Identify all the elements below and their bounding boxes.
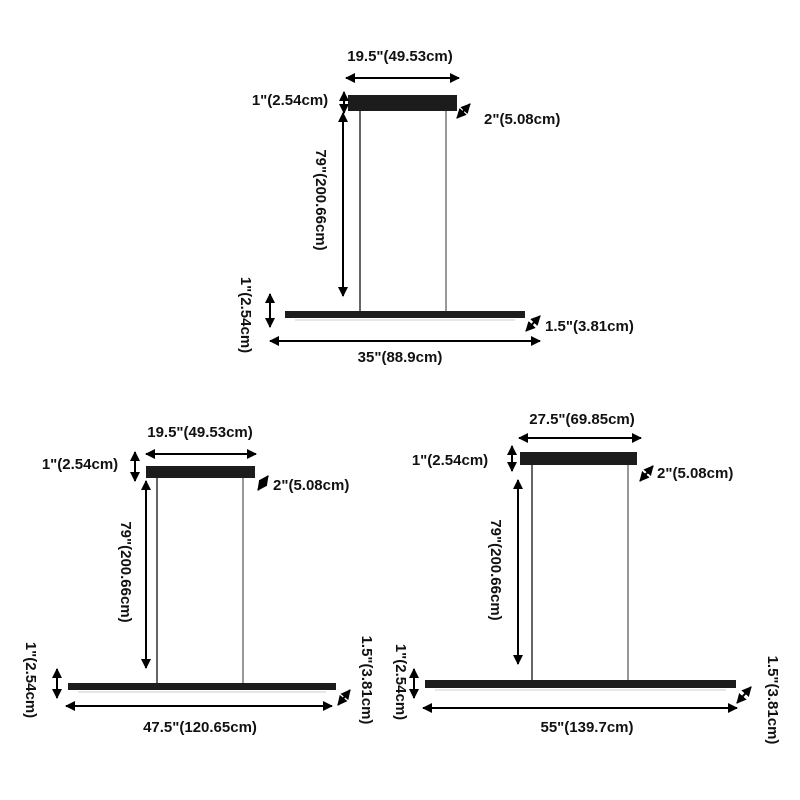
light-bar [68,683,336,690]
bar-length-label: 55"(139.7cm) [540,719,633,736]
canopy-height-label: 1"(2.54cm) [412,452,488,469]
ceiling-canopy [520,452,637,465]
canopy-width-label: 19.5"(49.53cm) [147,424,253,441]
canopy-depth-arrow [639,465,654,482]
hanging-height-label: 79"(200.66cm) [117,521,134,622]
bar-length-label: 35"(88.9cm) [358,349,443,366]
bar-height-label: 1"(2.54cm) [392,644,409,720]
canopy-depth-label: 2"(5.08cm) [657,465,733,482]
hanging-height-label: 79"(200.66cm) [487,519,504,620]
bar-depth-label: 1.5"(3.81cm) [545,318,634,335]
canopy-depth-label: 2"(5.08cm) [273,477,349,494]
bar-depth-arrow [736,686,752,704]
light-bar [285,311,525,318]
bar-depth-arrow [337,689,351,706]
bar-depth-arrow [525,315,541,332]
bar-length-label: 47.5"(120.65cm) [143,719,257,736]
ceiling-canopy [348,95,457,111]
canopy-depth-label: 2"(5.08cm) [484,111,560,128]
pendant-lamp-3: 27.5"(69.85cm) 1"(2.54cm) 2"(5.08cm) 79"(20… [392,411,781,744]
hanging-height-label: 79"(200.66cm) [312,149,329,250]
canopy-width-label: 19.5"(49.53cm) [347,48,453,65]
canopy-height-label: 1"(2.54cm) [42,456,118,473]
ceiling-canopy [146,466,255,478]
canopy-depth-arrow [257,475,269,491]
bar-depth-label: 1.5"(3.81cm) [764,656,781,745]
bar-height-label: 1"(2.54cm) [22,642,39,718]
canopy-depth-arrow [456,103,471,119]
light-bar [425,680,736,688]
pendant-lamp-1: 19.5"(49.53cm) 1"(2.54cm) 2"(5.08cm) 79"(20… [237,48,634,366]
bar-depth-label: 1.5"(3.81cm) [358,636,375,725]
pendant-lamp-2: 19.5"(49.53cm) 1"(2.54cm) 2"(5.08cm) 79"(20… [22,424,375,736]
canopy-height-label: 1"(2.54cm) [252,92,328,109]
canopy-width-label: 27.5"(69.85cm) [529,411,635,428]
bar-height-label: 1"(2.54cm) [237,277,254,353]
